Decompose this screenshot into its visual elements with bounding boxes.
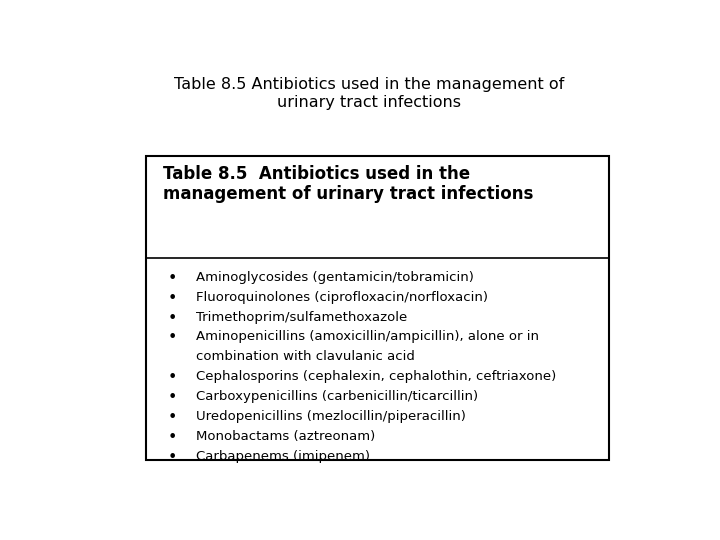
- Text: •: •: [168, 271, 178, 286]
- Text: Aminoglycosides (gentamicin/tobramicin): Aminoglycosides (gentamicin/tobramicin): [196, 271, 474, 284]
- Text: Table 8.5 Antibiotics used in the management of
urinary tract infections: Table 8.5 Antibiotics used in the manage…: [174, 77, 564, 110]
- Text: •: •: [168, 310, 178, 326]
- Text: Carboxypenicillins (carbenicillin/ticarcillin): Carboxypenicillins (carbenicillin/ticarc…: [196, 390, 478, 403]
- Text: Aminopenicillins (amoxicillin/ampicillin), alone or in: Aminopenicillins (amoxicillin/ampicillin…: [196, 330, 539, 343]
- Text: combination with clavulanic acid: combination with clavulanic acid: [196, 350, 415, 363]
- Text: Table 8.5  Antibiotics used in the
management of urinary tract infections: Table 8.5 Antibiotics used in the manage…: [163, 165, 533, 204]
- Text: •: •: [168, 450, 178, 465]
- Text: Trimethoprim/sulfamethoxazole: Trimethoprim/sulfamethoxazole: [196, 310, 408, 323]
- Text: •: •: [168, 291, 178, 306]
- Text: Fluoroquinolones (ciprofloxacin/norfloxacin): Fluoroquinolones (ciprofloxacin/norfloxa…: [196, 291, 488, 303]
- Text: •: •: [168, 410, 178, 426]
- Text: Cephalosporins (cephalexin, cephalothin, ceftriaxone): Cephalosporins (cephalexin, cephalothin,…: [196, 370, 557, 383]
- Text: •: •: [168, 390, 178, 406]
- Text: Carbapenems (imipenem): Carbapenems (imipenem): [196, 450, 370, 463]
- Text: •: •: [168, 430, 178, 445]
- Text: Uredopenicillins (mezlocillin/piperacillin): Uredopenicillins (mezlocillin/piperacill…: [196, 410, 466, 423]
- Text: •: •: [168, 370, 178, 386]
- FancyBboxPatch shape: [145, 156, 609, 460]
- Text: Monobactams (aztreonam): Monobactams (aztreonam): [196, 430, 375, 443]
- Text: •: •: [168, 330, 178, 346]
